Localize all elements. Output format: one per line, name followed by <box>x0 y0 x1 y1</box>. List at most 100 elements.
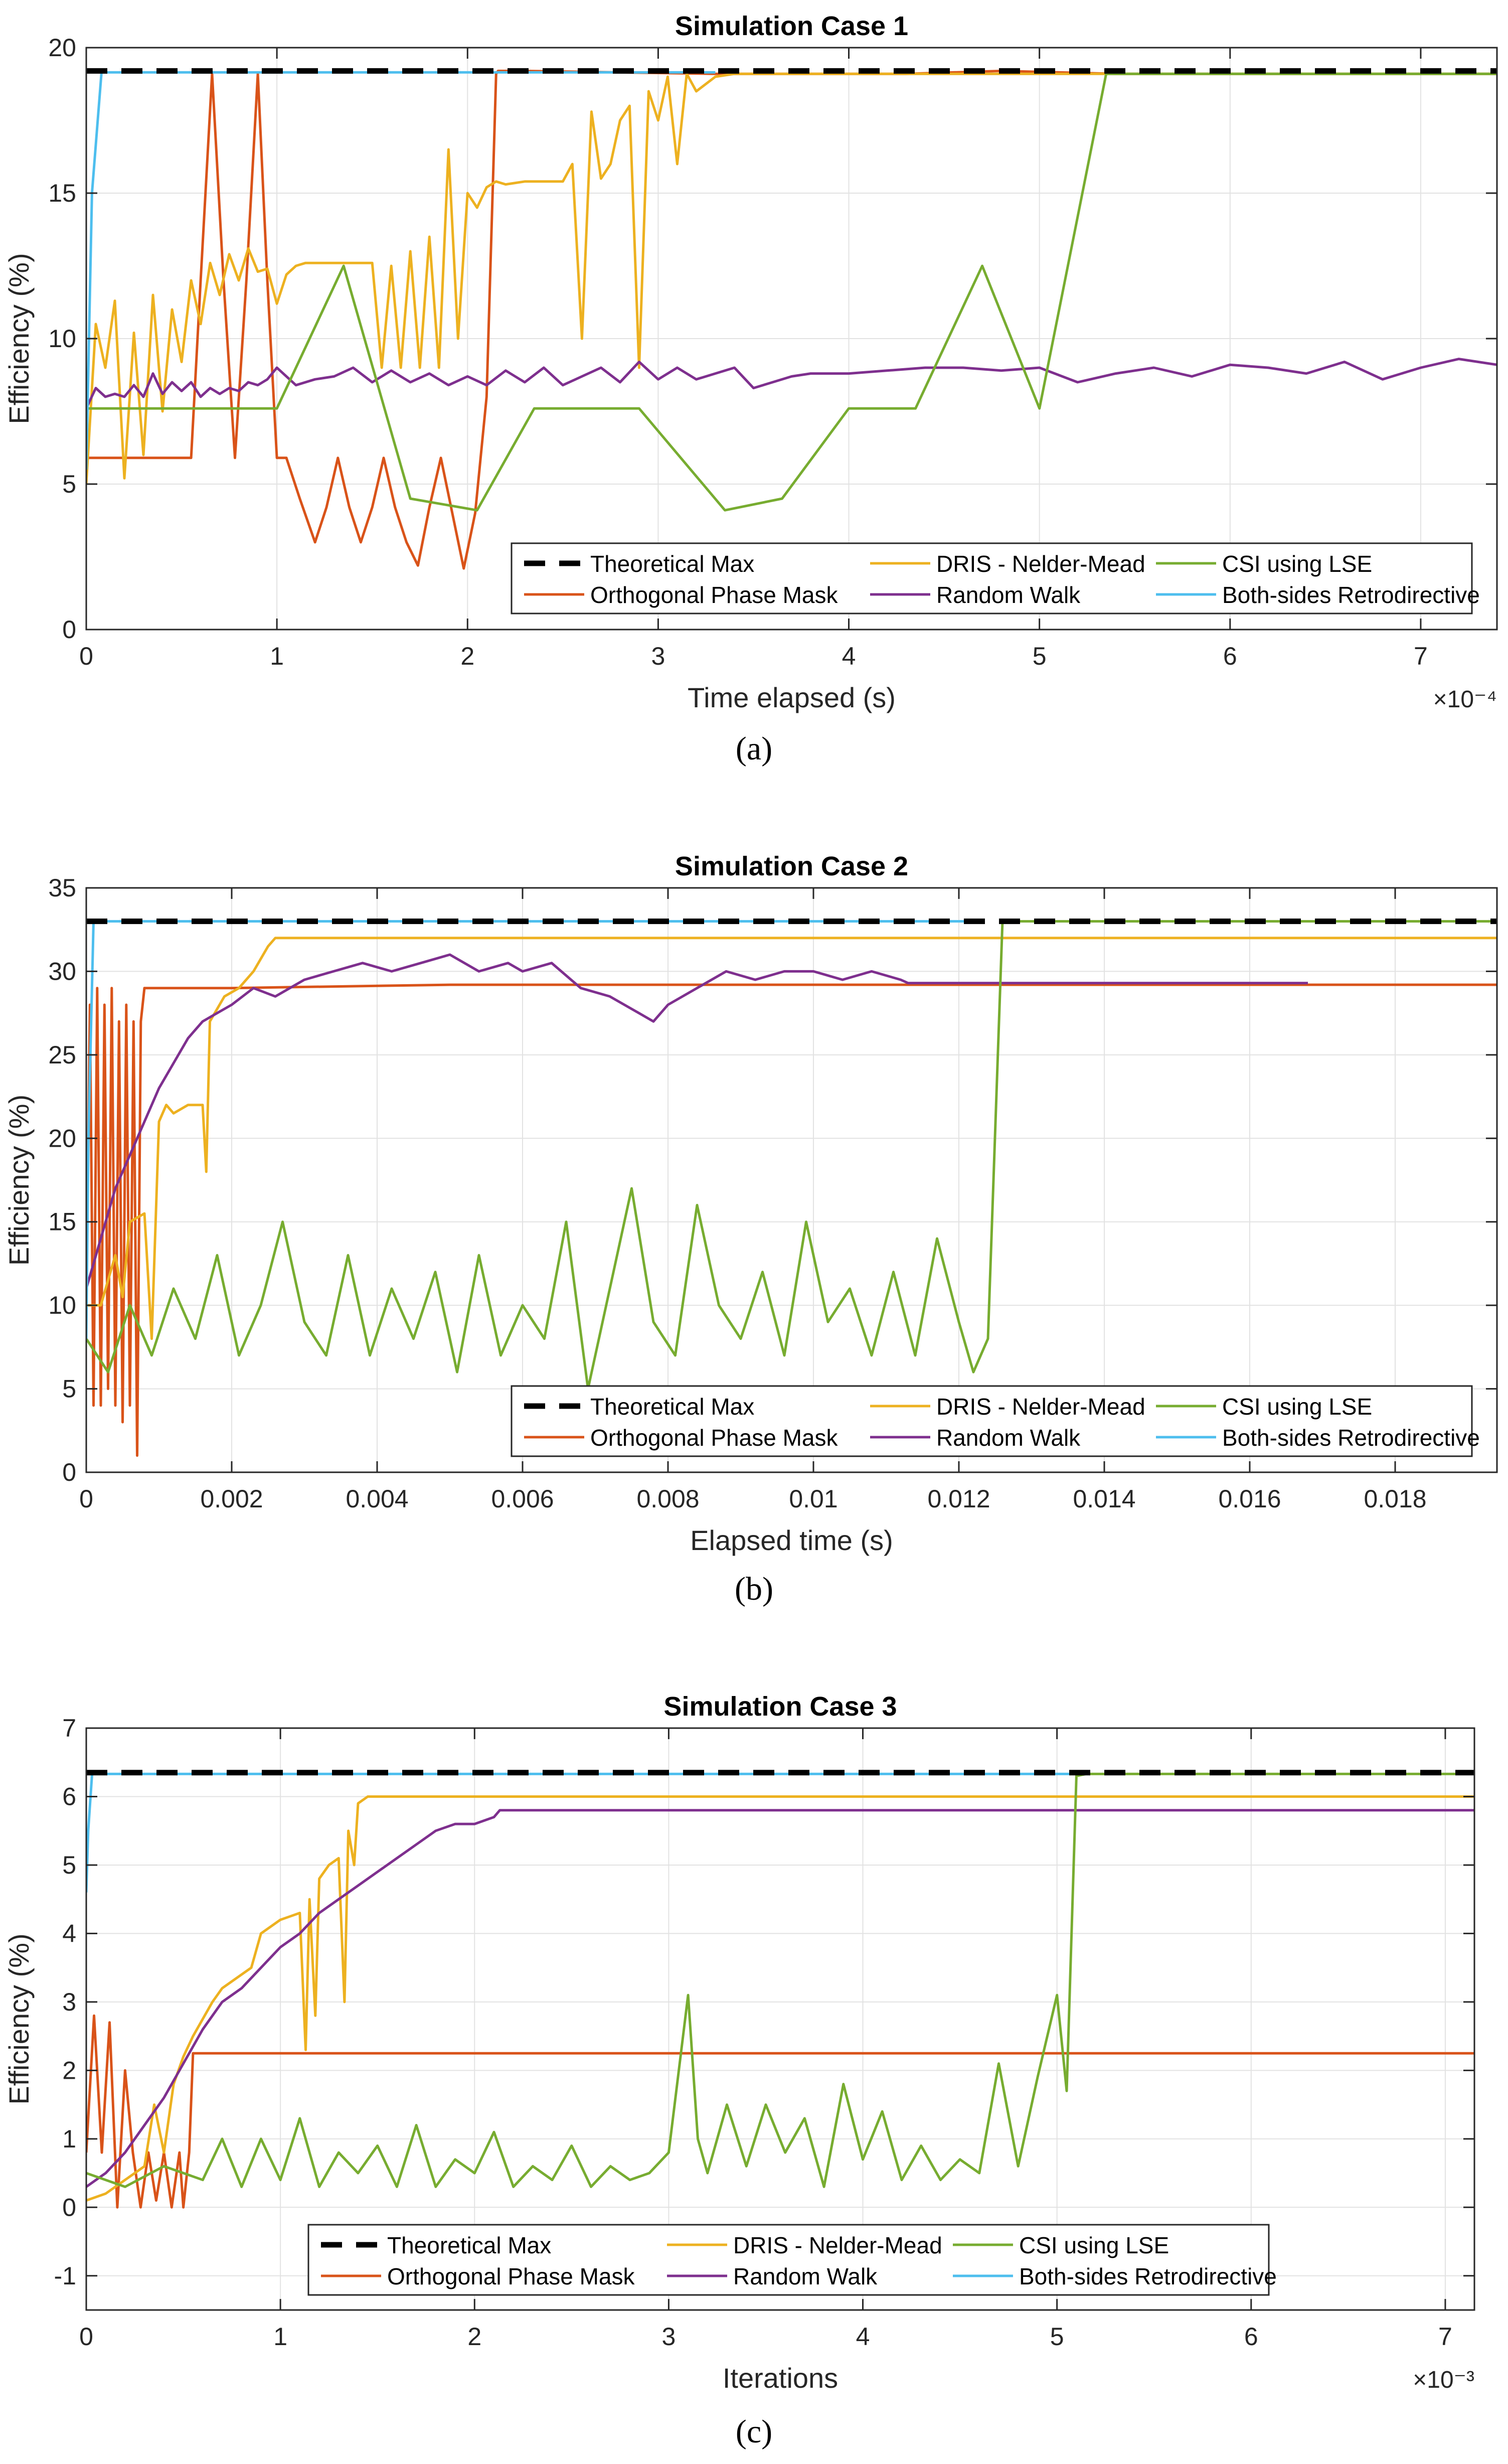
series-random-walk <box>86 1809 1474 2188</box>
caption-a: (a) <box>735 730 773 767</box>
caption-b: (b) <box>735 1571 773 1607</box>
legend-label-dris: DRIS - Nelder-Mead <box>936 1394 1145 1420</box>
series-csi <box>86 72 1497 512</box>
x-tick-label: 7 <box>1414 642 1428 670</box>
legend-label-theoretical-max: Theoretical Max <box>387 2232 551 2258</box>
x-tick-label: 0.008 <box>636 1485 699 1513</box>
y-tick-label: 30 <box>48 957 76 985</box>
x-tick-label: 6 <box>1244 2323 1258 2351</box>
series-orthogonal <box>86 983 1497 1457</box>
legend-label-retro: Both-sides Retrodirective <box>1222 1425 1480 1451</box>
y-tick-label: 5 <box>62 1851 76 1879</box>
chart-1: 0 1 2 3 4 5 6 7 0 5 10 15 20 ×10⁻⁴ Simulation Case 1 Ti… <box>3 11 1498 713</box>
y-tick-label: 0 <box>62 2193 76 2221</box>
series-random-walk <box>86 953 1308 1289</box>
legend-label-orthogonal: Orthogonal Phase Mask <box>590 582 838 608</box>
x-exponent-label: ×10⁻³ <box>1413 2367 1474 2393</box>
series-csi <box>86 1772 1474 2188</box>
x-tick-label: 0 <box>79 642 93 670</box>
y-tick-label: 25 <box>48 1041 76 1069</box>
x-axis-label: Elapsed time (s) <box>690 1524 893 1556</box>
series-retro <box>86 920 981 1339</box>
y-tick-label: 15 <box>48 1208 76 1236</box>
x-tick-label: 0.014 <box>1073 1485 1135 1513</box>
y-tick-label: 20 <box>48 1124 76 1152</box>
legend-label-theoretical-max: Theoretical Max <box>590 1394 754 1420</box>
x-tick-label: 6 <box>1223 642 1237 670</box>
x-tick-label: 0.004 <box>346 1485 408 1513</box>
x-tick-label: 0.01 <box>789 1485 837 1513</box>
chart-3: 0 1 2 3 4 5 6 7 -1 0 1 2 3 4 5 6 7 ×10⁻³ Simulation Case 3… <box>3 1691 1475 2394</box>
chart-title: Simulation Case 1 <box>675 11 908 41</box>
y-tick-label: 10 <box>48 1291 76 1319</box>
y-tick-label: 7 <box>62 1714 76 1742</box>
x-axis-label: Time elapsed (s) <box>688 682 896 713</box>
x-tick-label: 4 <box>856 2323 870 2351</box>
legend-box <box>511 1385 1473 1457</box>
x-axis-label: Iterations <box>723 2362 838 2394</box>
y-axis-label: Efficiency (%) <box>3 1095 35 1266</box>
series-csi <box>86 920 1497 1391</box>
x-tick-label: 7 <box>1438 2323 1452 2351</box>
axes-box <box>85 1727 1475 2311</box>
x-tick-label: 5 <box>1050 2323 1064 2351</box>
legend-label-retro: Both-sides Retrodirective <box>1222 582 1480 608</box>
x-tick-label: 0 <box>79 2323 93 2351</box>
axes-box <box>85 887 1498 1473</box>
series-random-walk <box>86 358 1497 409</box>
plot-area <box>86 888 1497 1472</box>
x-exponent-label: ×10⁻⁴ <box>1433 686 1497 713</box>
legend-label-dris: DRIS - Nelder-Mead <box>936 551 1145 577</box>
y-tick-label: 15 <box>48 179 76 207</box>
legend-label-csi: CSI using LSE <box>1019 2232 1169 2258</box>
legend-label-random-walk: Random Walk <box>936 1425 1081 1451</box>
y-tick-label: 0 <box>62 1458 76 1486</box>
series-dris <box>86 1795 1474 2202</box>
x-tick-label: 1 <box>270 642 284 670</box>
x-tick-label: 0 <box>79 1485 93 1513</box>
y-tick-label: 3 <box>62 1988 76 2016</box>
x-tick-label: 5 <box>1033 642 1047 670</box>
x-tick-label: 4 <box>842 642 856 670</box>
x-tick-label: 0.012 <box>927 1485 990 1513</box>
y-tick-label: 0 <box>62 615 76 644</box>
y-tick-label: 20 <box>48 34 76 62</box>
x-tick-label: 3 <box>661 2323 676 2351</box>
x-tick-label: 0.016 <box>1218 1485 1281 1513</box>
legend-label-orthogonal: Orthogonal Phase Mask <box>387 2263 635 2289</box>
y-tick-label: 35 <box>48 874 76 902</box>
series-dris <box>86 72 1497 485</box>
x-tick-label: 0.018 <box>1364 1485 1426 1513</box>
y-tick-label: 2 <box>62 2056 76 2084</box>
legend-label-csi: CSI using LSE <box>1222 551 1372 577</box>
y-tick-label: 5 <box>62 470 76 498</box>
legend-box <box>307 2224 1270 2296</box>
legend-label-retro: Both-sides Retrodirective <box>1019 2263 1277 2289</box>
legend-label-dris: DRIS - Nelder-Mead <box>733 2232 942 2258</box>
legend-label-random-walk: Random Walk <box>936 582 1081 608</box>
y-tick-label: 4 <box>62 1919 76 1947</box>
y-tick-label: 1 <box>62 2125 76 2153</box>
series-orthogonal <box>86 69 1497 570</box>
legend-label-theoretical-max: Theoretical Max <box>590 551 754 577</box>
series-orthogonal <box>86 2014 1474 2209</box>
legend-label-csi: CSI using LSE <box>1222 1394 1372 1420</box>
series-group <box>86 918 1497 1457</box>
series-dris <box>86 937 1497 1340</box>
y-axis-label: Efficiency (%) <box>3 1933 35 2104</box>
legend-label-random-walk: Random Walk <box>733 2263 878 2289</box>
plot-area <box>86 1728 1474 2310</box>
legend-box <box>511 542 1473 614</box>
x-tick-label: 1 <box>273 2323 287 2351</box>
x-tick-label: 2 <box>460 642 474 670</box>
chart-title: Simulation Case 3 <box>663 1691 897 1722</box>
legend-label-orthogonal: Orthogonal Phase Mask <box>590 1425 838 1451</box>
x-tick-label: 0.006 <box>491 1485 554 1513</box>
y-tick-label: 6 <box>62 1782 76 1810</box>
y-tick-label: 10 <box>48 325 76 353</box>
series-group <box>86 1770 1474 2209</box>
x-tick-label: 3 <box>651 642 665 670</box>
y-tick-label: -1 <box>54 2262 76 2290</box>
chart-title: Simulation Case 2 <box>675 851 908 881</box>
